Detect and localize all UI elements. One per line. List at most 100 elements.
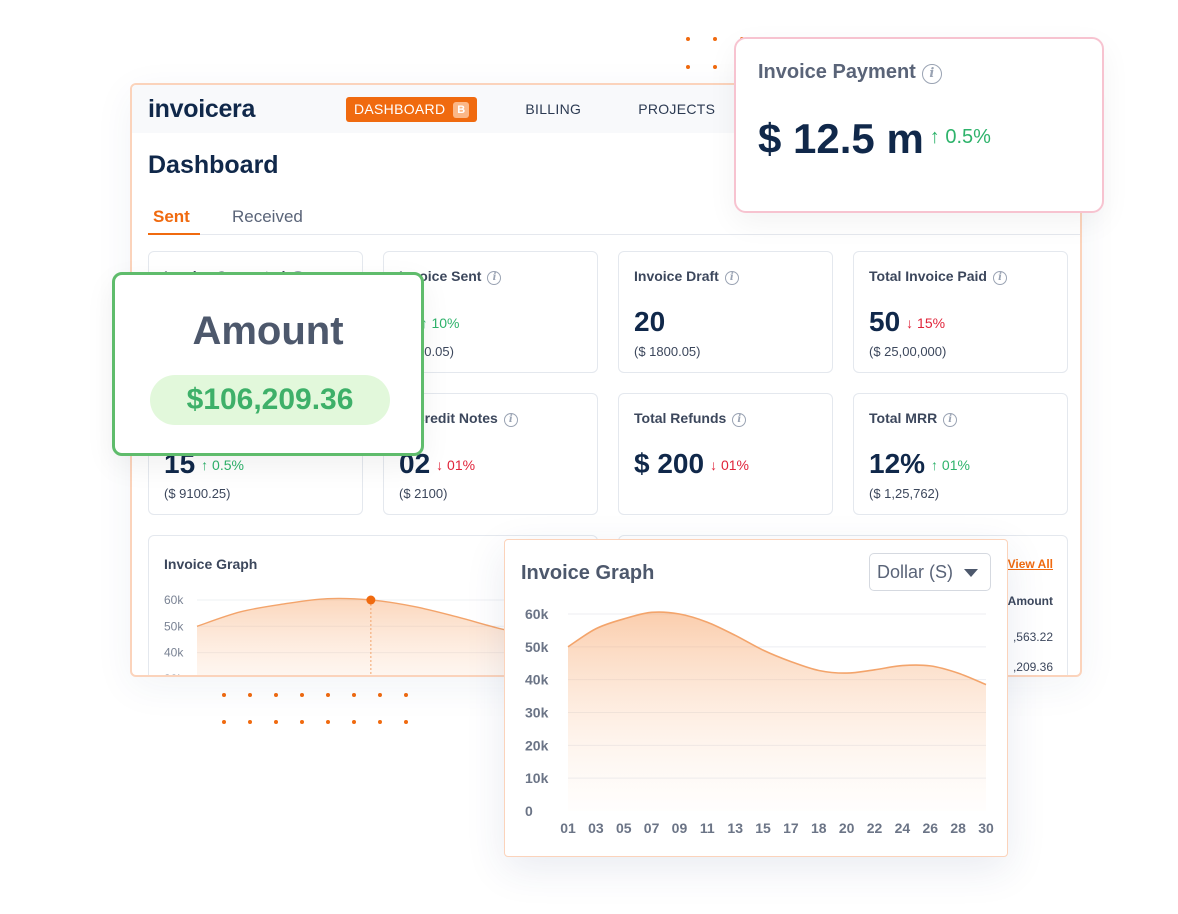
card-subvalue: ($ 2100) xyxy=(399,486,448,501)
card-total-refunds[interactable]: Total Refunds i $ 200 ↓ 01% xyxy=(618,393,833,515)
decorative-dot xyxy=(300,720,304,724)
currency-select[interactable]: Dollar (S) xyxy=(869,553,991,591)
card-value: 20 xyxy=(634,306,665,338)
background-area-chart: 60k 50k 40k 30k xyxy=(164,593,599,677)
card-value-number: $ 200 xyxy=(634,448,705,479)
y-tick-label: 40k xyxy=(164,646,184,660)
card-label-text: Invoice Draft xyxy=(634,268,719,284)
info-icon[interactable]: i xyxy=(503,413,518,427)
nav-projects[interactable]: PROJECTS xyxy=(638,101,716,117)
tab-sent[interactable]: Sent xyxy=(153,207,190,226)
card-value-number: 12% xyxy=(869,448,926,479)
tab-received[interactable]: Received xyxy=(232,207,303,226)
nav-dashboard[interactable]: DASHBOARD B xyxy=(346,97,478,122)
x-tick-label: 20 xyxy=(839,820,855,836)
nav-dashboard-label: DASHBOARD xyxy=(354,101,446,117)
x-tick-label: 26 xyxy=(922,820,938,836)
area-fill xyxy=(197,598,599,675)
y-tick-label: 10k xyxy=(525,770,549,786)
amount-title: Amount xyxy=(192,309,344,353)
x-tick-label: 24 xyxy=(895,820,911,836)
active-tab-indicator xyxy=(148,233,200,235)
decorative-dot xyxy=(222,720,226,724)
y-tick-label: 50k xyxy=(164,619,184,633)
x-tick-label: 18 xyxy=(811,820,827,836)
change-indicator: ↑ 0.5% xyxy=(201,457,244,473)
change-indicator: ↓ 15% xyxy=(906,315,946,331)
invoice-graph-card: Invoice Graph Dollar (S) 60k 50k 40k 30k 20k… xyxy=(504,539,1008,857)
card-total-mrr[interactable]: Total MRR i 12% ↑ 01% ($ 1,25,762) xyxy=(853,393,1068,515)
decorative-dot xyxy=(222,693,226,697)
y-tick-label: 50k xyxy=(525,639,549,655)
card-total-invoice-paid[interactable]: Total Invoice Paid i 50 ↓ 15% ($ 25,00,000… xyxy=(853,251,1068,373)
change-indicator: ↑ 0.5% xyxy=(929,126,991,148)
x-tick-label: 09 xyxy=(672,820,688,836)
invoice-payment-value: $ 12.5 m ↑ 0.5% xyxy=(758,115,991,163)
amount-card: Amount $106,209.36 xyxy=(112,272,424,456)
card-label-text: Total Refunds xyxy=(634,410,727,426)
card-subvalue: ($ 25,00,000) xyxy=(869,344,947,359)
card-subvalue: ($ 1,25,762) xyxy=(869,486,940,501)
area-line xyxy=(567,611,987,686)
x-tick-label: 22 xyxy=(867,820,883,836)
card-value: $ 200 ↓ 01% xyxy=(634,448,749,480)
info-icon[interactable]: i xyxy=(487,271,502,285)
table-row: ,563.22 xyxy=(1012,630,1053,644)
decorative-dot xyxy=(713,37,717,41)
x-tick-label: 17 xyxy=(783,820,799,836)
change-indicator: ↓ 01% xyxy=(710,457,749,473)
decorative-dot xyxy=(274,693,278,697)
change-indicator: ↓ 01% xyxy=(436,457,476,473)
card-value: 50 ↓ 15% xyxy=(869,306,945,338)
info-icon[interactable]: i xyxy=(724,271,739,285)
main-nav: DASHBOARD B BILLING PROJECTS xyxy=(346,97,772,122)
x-tick-label: 11 xyxy=(700,820,715,836)
page-title: Dashboard xyxy=(148,151,279,179)
card-invoice-draft[interactable]: Invoice Draft i 20 ($ 1800.05) xyxy=(618,251,833,373)
y-tick-label: 60k xyxy=(525,606,549,622)
invoice-area-chart: 60k 50k 40k 30k 20k 10k 0 01 03 05 07 09 11 13 15 17 18 2… xyxy=(525,606,994,836)
decorative-dot xyxy=(404,693,408,697)
decorative-dot xyxy=(352,693,356,697)
card-subvalue: ($ 9100.25) xyxy=(164,486,231,501)
change-indicator: ↑ 01% xyxy=(931,457,970,473)
decorative-dot xyxy=(326,720,330,724)
card-subvalue: ($ 1800.05) xyxy=(634,344,701,359)
area-fill xyxy=(568,612,986,811)
card-value: 12% ↑ 01% xyxy=(869,448,970,480)
invoicera-logo[interactable]: invoicera xyxy=(148,95,256,123)
graph-title: Invoice Graph xyxy=(521,562,655,584)
card-label-text: Total MRR xyxy=(869,410,938,426)
y-tick-label: 30k xyxy=(164,672,184,677)
x-tick-label: 15 xyxy=(755,820,771,836)
decorative-dot xyxy=(248,693,252,697)
info-icon[interactable]: i xyxy=(732,413,747,427)
y-tick-label: 30k xyxy=(525,705,549,721)
change-indicator: ↑ 10% xyxy=(420,315,460,331)
y-tick-label: 40k xyxy=(525,672,549,688)
card-label: Total Refunds i xyxy=(634,410,747,427)
amount-column-header: Amount xyxy=(1007,594,1053,608)
card-value-number: 50 xyxy=(869,306,901,337)
decorative-dot xyxy=(686,65,690,69)
info-icon[interactable]: i xyxy=(993,271,1007,285)
info-icon[interactable]: i xyxy=(921,64,942,84)
currency-select-value: Dollar (S) xyxy=(877,562,954,582)
decorative-dot xyxy=(248,720,252,724)
card-label-text: Total Invoice Paid xyxy=(869,268,987,284)
decorative-dot xyxy=(274,720,278,724)
x-tick-label: 30 xyxy=(978,820,994,836)
decorative-dot xyxy=(404,720,408,724)
sent-received-tabs: Sent Received xyxy=(148,203,1080,235)
decorative-dot xyxy=(352,720,356,724)
hover-point[interactable] xyxy=(366,595,376,605)
view-all-link[interactable]: View All xyxy=(1007,557,1053,571)
card-label: Total Invoice Paid i xyxy=(869,268,1007,285)
card-label: Total MRR i xyxy=(869,410,958,427)
nav-billing[interactable]: BILLING xyxy=(525,101,582,117)
decorative-dot xyxy=(300,693,304,697)
info-icon[interactable]: i xyxy=(943,413,958,427)
invoice-payment-label-text: Invoice Payment xyxy=(758,61,916,83)
invoice-payment-amount: $ 12.5 m xyxy=(758,115,924,162)
y-tick-label: 0 xyxy=(525,803,533,819)
